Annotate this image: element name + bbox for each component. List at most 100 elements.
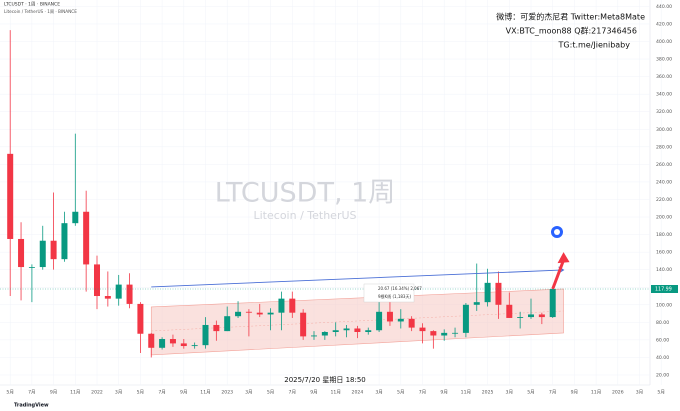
x-tick-label: 3月	[115, 390, 123, 396]
candle-body	[61, 223, 68, 260]
x-tick-label: 9月	[180, 390, 188, 396]
logo: TradingView	[14, 403, 49, 409]
y-tick-label: 400.00	[656, 39, 672, 45]
candle-body	[452, 332, 459, 334]
y-tick-label: 260.00	[656, 162, 672, 168]
credit: TG:t.me/Jienibaby	[558, 41, 631, 50]
y-tick-label: 320.00	[656, 109, 672, 115]
y-tick-label: 80.00	[656, 320, 669, 326]
x-tick-label: 5月	[527, 390, 535, 396]
y-tick-label: 240.00	[656, 179, 672, 185]
candle-body	[18, 238, 25, 268]
candle-body	[321, 331, 328, 336]
x-tick-label: 5月	[397, 390, 405, 396]
candle-body	[538, 314, 545, 318]
measure-box	[363, 283, 415, 303]
candle-body	[473, 302, 480, 305]
x-tick-label: 7月	[549, 390, 557, 396]
x-tick-label: 7月	[28, 390, 36, 396]
y-tick-label: 140.00	[656, 267, 672, 273]
candle-body	[278, 298, 285, 313]
y-tick-label: 360.00	[656, 74, 672, 80]
candle-body	[408, 318, 415, 328]
candle-body	[28, 267, 35, 268]
candle-body	[549, 289, 556, 318]
candle-body	[213, 324, 220, 332]
x-tick-label: 2026	[612, 390, 624, 396]
x-tick-label: 11月	[200, 390, 210, 396]
candle-body	[126, 284, 133, 304]
y-tick-label: 220.00	[656, 197, 672, 203]
x-tick-label: 9月	[50, 390, 58, 396]
candle-body	[332, 330, 339, 332]
candle-body	[528, 314, 534, 318]
arrow	[551, 259, 565, 290]
y-tick-label: 100.00	[656, 302, 672, 308]
candle-body	[441, 332, 448, 336]
candle-body	[256, 312, 263, 315]
candle-body	[137, 303, 144, 334]
x-tick-label: 2024	[352, 390, 364, 396]
candle-body	[386, 311, 393, 322]
x-tick-label: 3月	[636, 390, 644, 396]
arrowhead	[557, 252, 570, 264]
candle-body	[83, 211, 90, 265]
candle-body	[191, 345, 198, 347]
y-tick-label: 380.00	[656, 57, 672, 63]
candle-body	[462, 304, 469, 333]
candle-body	[115, 284, 122, 299]
last-price-tag	[651, 285, 678, 294]
candle-body	[72, 211, 79, 224]
candle-body	[159, 339, 166, 348]
x-tick-label: 11月	[70, 390, 80, 396]
y-tick-label: 40.00	[656, 355, 669, 361]
x-tick-label: 11月	[461, 390, 471, 396]
crosshair-date: 2025/7/20 星期日 18:50	[284, 376, 366, 384]
candle-body	[104, 296, 111, 299]
candle-body	[202, 324, 209, 346]
x-tick-label: 7月	[158, 390, 166, 396]
y-tick-label: 200.00	[656, 215, 672, 221]
y-tick-label: 420.00	[656, 21, 672, 27]
x-tick-label: 3月	[375, 390, 383, 396]
candle-body	[267, 312, 274, 315]
x-tick-label: 3月	[506, 390, 514, 396]
candle-body	[430, 331, 437, 336]
y-tick-label: 300.00	[656, 127, 672, 133]
candle-body	[354, 328, 361, 332]
candle-body	[180, 343, 187, 347]
x-tick-label: 2023	[221, 390, 233, 396]
last-price-label: 117.99	[655, 287, 672, 293]
y-tick-label: 160.00	[656, 250, 672, 256]
y-tick-label: 60.00	[656, 337, 669, 343]
candle-body	[224, 316, 231, 332]
y-tick-label: 280.00	[656, 144, 672, 150]
candle-body	[343, 328, 350, 331]
y-tick-label: 340.00	[656, 92, 672, 98]
x-tick-label: 9月	[440, 390, 448, 396]
y-tick-label: 440.00	[656, 4, 672, 10]
credit: VX:BTC_moon88 Q群:217346456	[506, 26, 637, 36]
x-tick-label: 5月	[137, 390, 145, 396]
x-tick-label: 5月	[6, 390, 14, 396]
x-tick-label: 11月	[591, 390, 601, 396]
x-tick-label: 7月	[289, 390, 297, 396]
x-tick-label: 2022	[91, 390, 103, 396]
candle-body	[517, 317, 524, 318]
candle-body	[39, 240, 46, 268]
channel-mid	[151, 310, 564, 332]
candle-body	[311, 335, 317, 337]
x-tick-label: 2025	[482, 390, 494, 396]
candle-body	[300, 312, 307, 337]
watermark: LTCUSDT, 1周	[215, 178, 396, 209]
measure-text: 9根K线 (1,183天)	[378, 293, 411, 299]
candle-body	[50, 240, 57, 260]
watermark-sub: Litecoin / TetherUS	[254, 209, 357, 222]
x-tick-label: 3月	[245, 390, 253, 396]
candle-body	[289, 298, 296, 313]
marks	[0, 30, 650, 358]
icon	[554, 229, 560, 235]
candle-body	[376, 311, 383, 331]
candle-body	[169, 339, 176, 344]
